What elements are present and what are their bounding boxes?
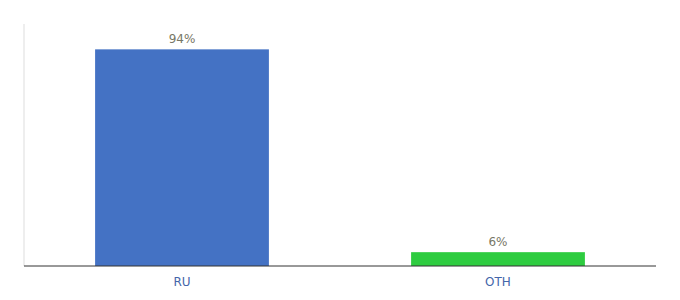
x-tick-label: OTH [485, 275, 511, 289]
chart-svg: 94% RU 6% OTH [0, 0, 680, 300]
data-label: 94% [169, 32, 196, 46]
data-label: 6% [488, 235, 507, 249]
y-axis-line [24, 24, 25, 266]
chart-container: 94% RU 6% OTH [0, 0, 680, 300]
x-tick-label: RU [173, 275, 190, 289]
bar [411, 252, 585, 266]
bars [95, 49, 585, 266]
bar [95, 49, 269, 266]
x-axis-line [24, 266, 656, 267]
